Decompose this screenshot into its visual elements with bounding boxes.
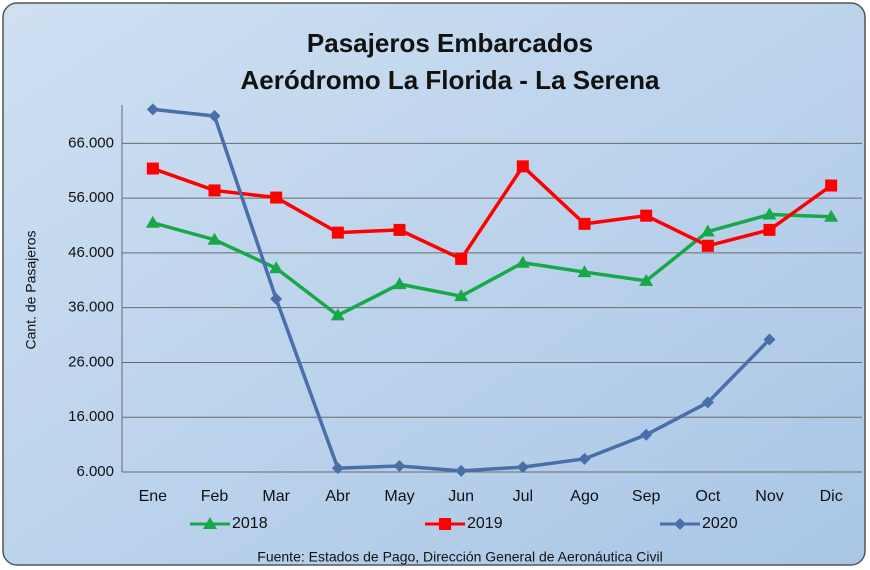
data-point (579, 218, 591, 230)
y-tick-label: 6.000 (76, 463, 114, 480)
x-tick-label: Nov (755, 488, 783, 505)
x-tick-label: Dic (820, 488, 843, 505)
x-tick-label: Sep (632, 488, 661, 505)
x-tick-label: May (384, 488, 414, 505)
x-tick-label: Abr (325, 488, 351, 505)
x-tick-label: Feb (201, 488, 229, 505)
y-tick-label: 46.000 (68, 244, 114, 261)
data-point (270, 192, 282, 204)
x-tick-label: Mar (262, 488, 290, 505)
y-axis-label: Cant. de Pasajeros (23, 230, 39, 349)
data-point (764, 224, 776, 236)
y-tick-label: 66.000 (68, 134, 114, 151)
legend-label: 2018 (232, 515, 268, 532)
data-point (702, 240, 714, 252)
chart: Pasajeros Embarcados Aeródromo La Florid… (0, 0, 870, 570)
data-point (640, 210, 652, 222)
legend-label: 2019 (467, 515, 503, 532)
x-tick-label: Jun (448, 488, 474, 505)
chart-subtitle: Aeródromo La Florida - La Serena (241, 65, 661, 95)
source-note: Fuente: Estados de Pago, Dirección Gener… (257, 549, 662, 565)
x-tick-label: Jul (513, 488, 533, 505)
x-tick-label: Ago (570, 488, 599, 505)
legend-marker (439, 518, 451, 530)
x-tick-label: Oct (695, 488, 720, 505)
y-tick-label: 36.000 (68, 299, 114, 316)
chart-title: Pasajeros Embarcados (307, 28, 593, 58)
x-tick-label: Ene (139, 488, 168, 505)
legend-label: 2020 (702, 515, 738, 532)
y-tick-label: 56.000 (68, 189, 114, 206)
data-point (517, 160, 529, 172)
data-point (394, 224, 406, 236)
data-point (209, 184, 221, 196)
y-tick-label: 26.000 (68, 353, 114, 370)
data-point (455, 253, 467, 265)
y-tick-label: 16.000 (68, 408, 114, 425)
data-point (332, 227, 344, 239)
data-point (825, 180, 837, 192)
data-point (147, 163, 159, 175)
